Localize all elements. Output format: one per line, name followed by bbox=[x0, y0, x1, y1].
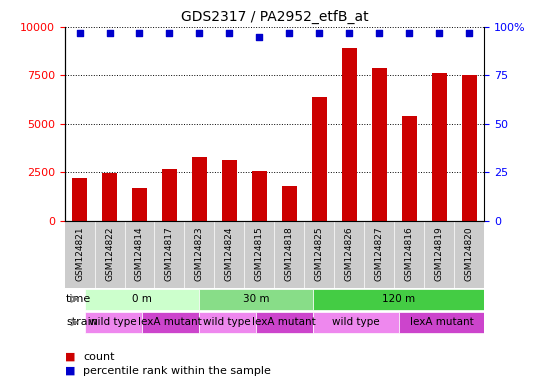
Text: lexA mutant: lexA mutant bbox=[138, 318, 202, 328]
Bar bbox=[462, 75, 477, 221]
Bar bbox=[162, 169, 177, 221]
Text: GSM124825: GSM124825 bbox=[315, 226, 324, 281]
Point bbox=[255, 33, 264, 40]
Point bbox=[315, 30, 324, 36]
Bar bbox=[84, 312, 141, 333]
Bar bbox=[192, 157, 207, 221]
Point bbox=[165, 30, 174, 36]
Text: GSM124815: GSM124815 bbox=[255, 226, 264, 281]
Bar bbox=[199, 312, 256, 333]
Bar bbox=[399, 312, 484, 333]
Text: GSM124824: GSM124824 bbox=[225, 226, 234, 281]
Bar bbox=[431, 73, 447, 221]
Bar bbox=[141, 312, 199, 333]
Text: GSM124826: GSM124826 bbox=[345, 226, 354, 281]
Text: ■: ■ bbox=[65, 366, 75, 376]
Bar bbox=[102, 174, 117, 221]
Text: GSM124823: GSM124823 bbox=[195, 226, 204, 281]
Point bbox=[375, 30, 384, 36]
Text: GSM124814: GSM124814 bbox=[135, 226, 144, 281]
Text: count: count bbox=[83, 352, 115, 362]
Bar bbox=[313, 289, 484, 310]
Text: GSM124816: GSM124816 bbox=[405, 226, 414, 281]
Text: 120 m: 120 m bbox=[382, 294, 415, 304]
Text: lexA mutant: lexA mutant bbox=[252, 318, 316, 328]
Bar bbox=[256, 312, 313, 333]
Text: wild type: wild type bbox=[203, 318, 251, 328]
Title: GDS2317 / PA2952_etfB_at: GDS2317 / PA2952_etfB_at bbox=[181, 10, 368, 25]
Bar bbox=[252, 172, 267, 221]
Text: GSM124827: GSM124827 bbox=[375, 226, 384, 281]
Text: 0 m: 0 m bbox=[132, 294, 152, 304]
Bar bbox=[372, 68, 387, 221]
Bar bbox=[342, 48, 357, 221]
Bar bbox=[312, 97, 327, 221]
Point bbox=[105, 30, 114, 36]
Text: ■: ■ bbox=[65, 352, 75, 362]
Bar bbox=[72, 178, 87, 221]
Text: GSM124817: GSM124817 bbox=[165, 226, 174, 281]
Bar bbox=[402, 116, 417, 221]
Bar bbox=[132, 188, 147, 221]
Point bbox=[225, 30, 233, 36]
Point bbox=[345, 30, 353, 36]
Bar bbox=[282, 186, 297, 221]
Text: GSM124821: GSM124821 bbox=[75, 226, 84, 281]
Point bbox=[285, 30, 294, 36]
Text: GSM124818: GSM124818 bbox=[285, 226, 294, 281]
Bar bbox=[84, 289, 199, 310]
Text: percentile rank within the sample: percentile rank within the sample bbox=[83, 366, 271, 376]
Text: wild type: wild type bbox=[332, 318, 379, 328]
Point bbox=[135, 30, 144, 36]
Bar bbox=[222, 160, 237, 221]
Point bbox=[75, 30, 84, 36]
Point bbox=[195, 30, 204, 36]
Point bbox=[405, 30, 414, 36]
Point bbox=[435, 30, 443, 36]
Text: 30 m: 30 m bbox=[243, 294, 269, 304]
Point bbox=[465, 30, 473, 36]
Bar bbox=[199, 289, 313, 310]
Text: wild type: wild type bbox=[89, 318, 137, 328]
Text: GSM124822: GSM124822 bbox=[105, 226, 114, 281]
Text: GSM124820: GSM124820 bbox=[465, 226, 474, 281]
Text: lexA mutant: lexA mutant bbox=[409, 318, 473, 328]
Text: GSM124819: GSM124819 bbox=[435, 226, 444, 281]
Text: time: time bbox=[66, 294, 91, 304]
Bar bbox=[313, 312, 399, 333]
Text: strain: strain bbox=[66, 318, 98, 328]
